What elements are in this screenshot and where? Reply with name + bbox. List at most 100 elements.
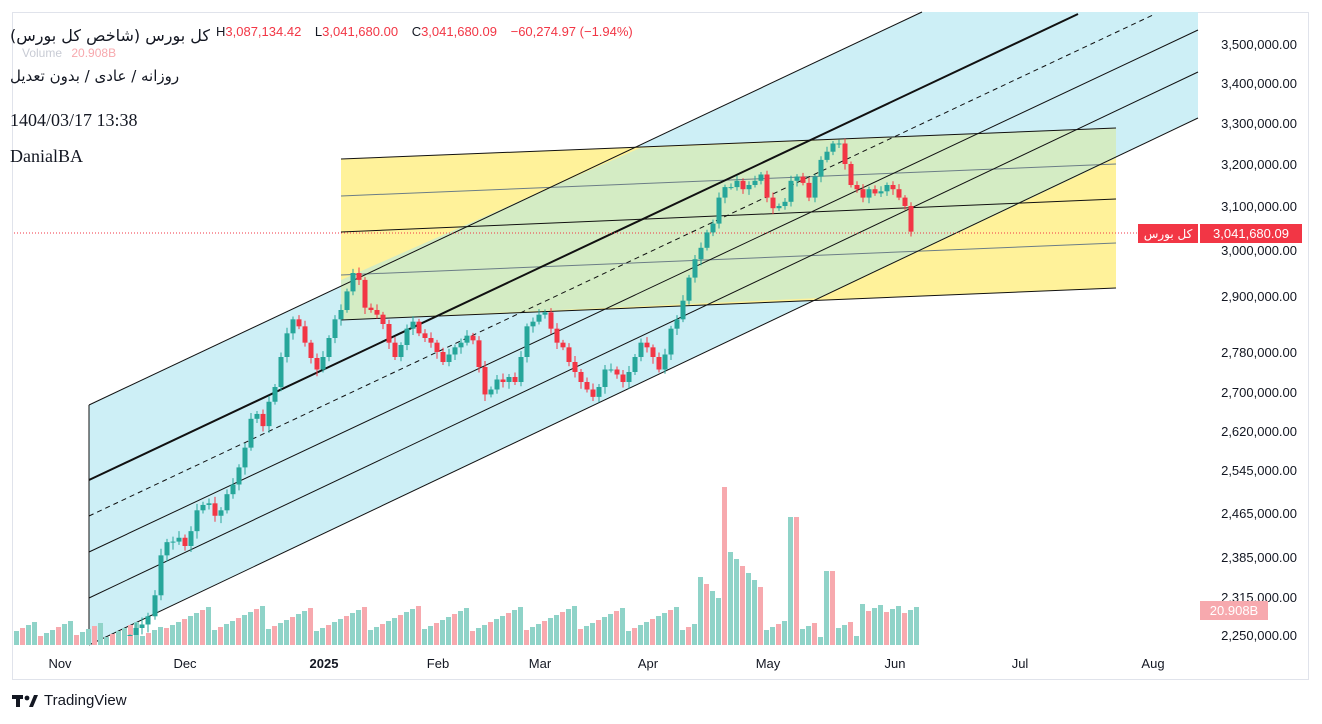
last-price-label: 3,041,680.09 [1213,226,1289,241]
volume-bar [692,624,697,645]
volume-bar [224,624,229,645]
candle [356,267,362,285]
volume-bar [842,625,847,645]
volume-bar [764,630,769,645]
volume-bar [752,580,757,645]
candle [722,184,728,204]
candle [200,501,206,514]
price-tick-label: 2,780,000.00 [1221,345,1297,360]
candle [674,315,680,335]
ascending-channel-lines[interactable] [88,11,1199,646]
volume-bar [326,625,331,645]
candle [878,186,884,197]
volume-bar [404,612,409,645]
volume-bar [218,627,223,645]
candle [152,590,158,620]
flat-channel-lines[interactable] [340,127,1117,321]
candle [650,344,656,364]
candle [842,138,848,170]
volume-bar [20,628,25,645]
candle [224,489,230,514]
volume-bar [80,632,85,645]
candle [398,342,404,362]
candle [608,363,614,373]
candle [218,507,224,524]
candle [254,411,260,423]
candle [145,612,151,633]
candle [182,534,188,551]
candle [332,315,338,344]
price-tick-label: 3,200,000.00 [1221,157,1297,172]
volume-bar [260,606,265,645]
candle [614,366,620,379]
chart-area[interactable] [12,12,1309,680]
volume-bar [914,607,919,645]
candle [548,308,554,334]
close-value: 3,041,680.09 [421,24,497,39]
volume-bar [338,619,343,645]
candle [848,161,854,188]
volume-bar [194,613,199,645]
candle [434,339,440,359]
candle [314,353,320,377]
low-label: L [314,24,323,39]
volume-bar [776,624,781,645]
candle [764,170,770,203]
price-tick-label: 2,250,000.00 [1221,628,1297,643]
time-tick-label: Aug [1141,656,1164,671]
candle [818,156,824,183]
volume-bar [836,628,841,645]
volume-bar [422,629,427,645]
volume-bar [878,605,883,645]
volume-bar [614,611,619,645]
volume-bar [236,618,241,645]
tradingview-brand[interactable]: TradingView [12,692,127,709]
candle [884,182,890,196]
time-axis[interactable]: Nov Dec 2025 Feb Mar Apr May Jun Jul Aug [48,656,1164,671]
volume-bar [500,616,505,645]
candle [542,309,548,319]
candle [308,339,314,364]
time-tick-label: Jun [885,656,906,671]
candle [602,365,608,394]
volume-bar [548,618,553,645]
candle [302,320,308,347]
candle [572,356,578,378]
volume-bar [320,628,325,645]
candle [584,377,590,393]
candle [794,174,800,187]
volume-legend[interactable]: Volume 20.908B [22,46,116,60]
candle [620,370,626,388]
volume-bar [638,625,643,645]
price-axis[interactable]: 3,500,000.00 3,400,000.00 3,300,000.00 3,20… [1221,37,1297,643]
volume-bar [680,630,685,645]
brand-name: TradingView [44,692,127,709]
candlesticks[interactable] [127,138,914,636]
volume-bar [554,615,559,645]
volume-bar [686,627,691,645]
candle [734,175,740,191]
volume-bar [350,613,355,645]
volume-bar [410,609,415,645]
volume-bar [56,627,61,645]
time-tick-label: Apr [638,656,659,671]
volume-bar [536,624,541,645]
volume-bar [206,607,211,645]
volume-bar [278,623,283,645]
volume-bar [902,613,907,645]
volume-bar [662,613,667,645]
candle [758,171,764,185]
symbol-title[interactable]: کل بورس (شاخص کل بورس) [10,26,211,45]
volume-bar [32,622,37,645]
candle [380,311,386,330]
candle [422,329,428,342]
volume-bar [602,617,607,645]
low-value: 3,041,680.00 [322,24,399,39]
volume-bar [380,624,385,645]
volume-bar [368,630,373,645]
volume-bar [728,552,733,645]
volume-bar [308,608,313,645]
candle [248,412,254,451]
volume-bar [434,623,439,645]
